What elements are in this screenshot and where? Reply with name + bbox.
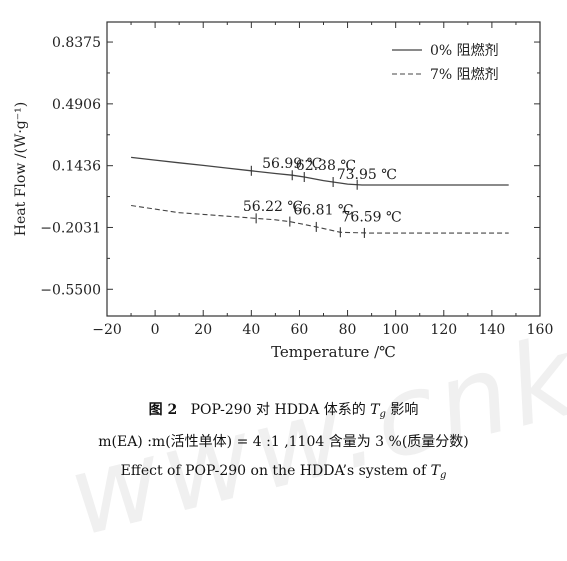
y-tick-label: 0.8375 (52, 35, 101, 51)
x-tick-label: 80 (339, 322, 357, 338)
caption-title: POP-290 对 HDDA 体系的 (190, 402, 366, 418)
x-tick-label: 120 (430, 322, 457, 338)
tg-annotation: 76.59 ℃ (342, 210, 402, 226)
caption-line-2: m(EA) :m(活性单体) = 4 :1 ,1104 含量为 3 %(质量分数… (98, 434, 469, 450)
x-tick-label: −20 (92, 322, 122, 338)
caption-english-tg-sub: g (439, 470, 447, 481)
legend-label-1: 0% 阻燃剂 (430, 42, 499, 59)
x-axis-label: Temperature /℃ (271, 343, 396, 361)
series-layer (131, 156, 509, 238)
tg-annotation: 56.99 ℃ (262, 156, 322, 172)
legend-label-2: 7% 阻燃剂 (430, 66, 499, 83)
y-axis-label: Heat Flow /(W·g⁻¹) (13, 102, 29, 236)
legend: 0% 阻燃剂 7% 阻燃剂 (392, 42, 499, 83)
x-tick-label: 20 (194, 322, 212, 338)
heat-flow-chart: −20 0 20 40 60 80 100 120 140 160 0.8375 0.4906 0.14… (13, 21, 554, 361)
caption-tg: T (370, 402, 380, 418)
caption-line-1: 图 2 POP-290 对 HDDA 体系的 Tg 影响 (0, 399, 567, 420)
annotations-layer: 56.99 ℃62.38 ℃73.95 ℃ 56.22 ℃66.81 ℃76.59… (243, 156, 402, 225)
x-tick-label: 40 (242, 322, 260, 338)
x-tick-label: 60 (291, 322, 309, 338)
series-line-2 (131, 204, 509, 234)
caption-english-tg: T (430, 463, 440, 479)
y-tick-label: −0.2031 (40, 220, 101, 236)
y-tick-label: 0.4906 (52, 97, 101, 113)
caption-tg-sub: g (379, 409, 386, 420)
x-tick-label: 140 (479, 322, 506, 338)
tg-annotation: 62.38 ℃ (296, 158, 356, 174)
tg-annotation: 73.95 ℃ (337, 167, 397, 183)
tg-annotation: 56.22 ℃ (243, 199, 303, 215)
y-tick-label: −0.5500 (40, 282, 101, 298)
caption-english: Effect of POP-290 on the HDDA’s system o… (120, 463, 427, 479)
x-tick-label: 100 (382, 322, 409, 338)
caption-title-end: 影响 (390, 402, 419, 418)
x-tick-label: 160 (527, 322, 554, 338)
axes: −20 0 20 40 60 80 100 120 140 160 0.8375 0.4906 0.14… (13, 21, 554, 361)
tg-annotation: 66.81 ℃ (293, 202, 353, 218)
x-tick-label: 0 (151, 322, 160, 338)
figure-number: 图 2 (148, 402, 178, 418)
y-tick-label: 0.1436 (52, 159, 101, 175)
caption-line-3: Effect of POP-290 on the HDDA’s system o… (0, 463, 567, 481)
